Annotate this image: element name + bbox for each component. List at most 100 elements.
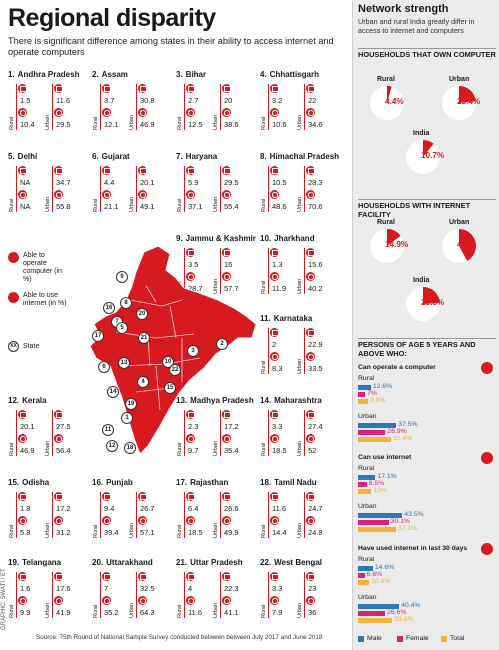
value-internet-urban: 55.8 (56, 202, 71, 211)
pie-chart: Urban 42% (439, 219, 499, 263)
state-block: 14. Maharashtra 3.3 27.4 18.5 52 Rural Urban (260, 396, 344, 466)
column-divider (268, 248, 269, 294)
urban-axis-label: Urban (213, 197, 219, 212)
page-subtitle: There is significant difference among st… (8, 36, 334, 57)
value-internet-rural: 14.4 (272, 528, 287, 537)
pie-chart: India 23.8% (403, 277, 463, 321)
legend-total: Total (450, 635, 465, 642)
computer-icon (102, 166, 111, 175)
rural-axis-label: Rural (93, 116, 99, 130)
value-internet-urban: 49.1 (140, 202, 155, 211)
state-number: 17. (176, 478, 188, 487)
bar-male (358, 604, 400, 609)
bar-male (358, 423, 397, 428)
state-name: Rajasthan (190, 478, 229, 487)
urban-axis-label: Urban (213, 603, 219, 618)
computer-icon (18, 492, 27, 501)
value-operate-urban: 17.2 (224, 422, 239, 431)
column-divider (100, 166, 101, 212)
pie-value: 42% (457, 240, 474, 249)
state-title: 13. Madhya Pradesh (176, 396, 260, 407)
map-state-label: 6 (98, 361, 110, 373)
state-block: 20. Uttarakhand 7 32.5 35.2 64.3 Rural Urban (92, 558, 176, 628)
urban-axis-label: Urban (45, 523, 51, 538)
computer-icon (102, 492, 111, 501)
value-internet-urban: 57.1 (140, 528, 155, 537)
side-panel: Network strength Urban and rural India g… (352, 0, 499, 650)
computer-icon (306, 166, 315, 175)
internet-icon (54, 108, 63, 117)
pie-name: Rural (377, 219, 395, 226)
column-divider (16, 492, 17, 538)
value-operate-urban: 32.5 (140, 584, 155, 593)
urban-axis-label: Urban (297, 603, 303, 618)
bar-value: 40.4% (401, 602, 421, 609)
state-name: Telangana (22, 558, 62, 567)
value-internet-rural: 7.9 (272, 608, 283, 617)
state-number: 18. (260, 478, 272, 487)
map-state-label: 18 (124, 442, 136, 454)
state-block: 12. Kerala 20.1 27.5 46.9 56.4 Rural Urban (8, 396, 92, 466)
rural-group-label: Rural (358, 375, 375, 382)
value-operate-rural: 3.3 (272, 422, 283, 431)
bar-value: 14.6% (374, 564, 395, 571)
internet-icon (186, 272, 195, 281)
computer-icon (102, 572, 111, 581)
column-divider (268, 492, 269, 538)
state-name: Maharashtra (274, 396, 322, 405)
computer-icon (270, 492, 279, 501)
value-operate-rural: 3.2 (272, 96, 283, 105)
value-internet-rural: 46.9 (20, 446, 35, 455)
column-divider (16, 410, 17, 456)
value-internet-rural: 21.1 (104, 202, 119, 211)
rural-axis-label: Rural (177, 604, 183, 618)
state-name: Gujarat (101, 152, 130, 161)
urban-axis-label: Urban (129, 523, 135, 538)
value-internet-rural: 8.3 (272, 364, 283, 373)
state-name: Jammu & Kashmir (185, 234, 256, 243)
state-number: 11. (260, 314, 271, 323)
internet-icon (270, 352, 279, 361)
state-number: 9. (176, 234, 183, 243)
rural-axis-label: Rural (261, 442, 267, 456)
map-state-label: 4 (137, 376, 149, 388)
map-state-label: 16 (103, 302, 115, 314)
value-operate-urban: 15.6 (308, 260, 323, 269)
value-operate-urban: 17.2 (56, 504, 71, 513)
state-title: 17. Rajasthan (176, 478, 260, 489)
internet-icon (18, 516, 27, 525)
rural-axis-label: Rural (177, 116, 183, 130)
computer-icon (54, 84, 63, 93)
state-title: 9. Jammu & Kashmir (176, 234, 260, 245)
bar-value: 6.6% (366, 571, 383, 578)
column-divider (220, 492, 221, 538)
legend-state-label: State (23, 343, 40, 350)
state-title: 22. West Bengal (260, 558, 344, 569)
column-divider (268, 410, 269, 456)
internet-icon (186, 108, 195, 117)
internet-icon (481, 543, 493, 555)
value-operate-rural: 2.3 (188, 422, 199, 431)
internet-icon (102, 516, 111, 525)
value-internet-urban: 55.4 (224, 202, 239, 211)
rural-axis-label: Rural (261, 604, 267, 618)
value-internet-rural: 35.2 (104, 608, 119, 617)
computer-icon (222, 410, 231, 419)
value-operate-rural: 10.5 (272, 178, 287, 187)
pie-name: Urban (449, 76, 470, 83)
urban-axis-label: Urban (45, 603, 51, 618)
column-divider (52, 492, 53, 538)
internet-icon (270, 108, 279, 117)
state-number: 3. (176, 70, 183, 79)
india-map-shape (89, 245, 257, 455)
internet-icon (18, 596, 27, 605)
computer-icon (481, 362, 493, 374)
state-name: Chhattisgarh (269, 70, 320, 79)
bar-male (358, 513, 403, 518)
internet-icon (306, 596, 315, 605)
value-internet-urban: 46.9 (140, 120, 155, 129)
column-divider (304, 166, 305, 212)
state-title: 15. Odisha (8, 478, 92, 489)
pie-name: Urban (449, 219, 470, 226)
